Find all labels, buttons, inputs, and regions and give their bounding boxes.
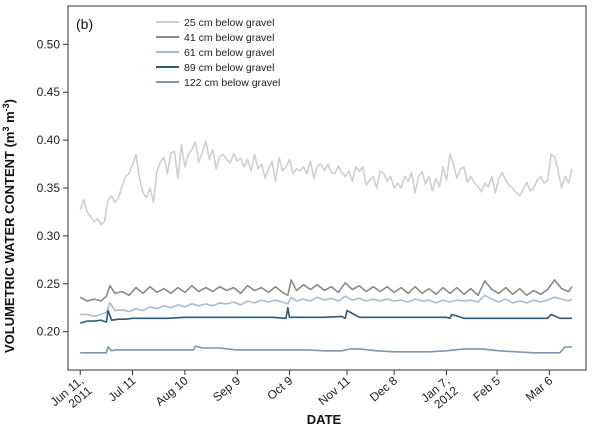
x-tick-label: Jan 7,2012: [418, 374, 461, 412]
x-tick-label-line: Mar 6: [523, 373, 556, 404]
y-tick-label: 0.35: [37, 181, 61, 195]
y-tick-label: 0.40: [37, 133, 61, 147]
plot-frame: [67, 5, 587, 371]
series-line-1: [79, 140, 573, 226]
y-axis-title-main: VOLUMETRIC WATER CONTENT (m: [2, 132, 17, 353]
legend-label: 25 cm below gravel: [184, 17, 274, 29]
panel-label: (b): [76, 16, 93, 32]
x-tick-label-line: Jul 11: [106, 373, 139, 404]
series-line-5: [80, 345, 572, 354]
x-tick-label-line: Nov 11: [316, 373, 354, 408]
series-line-3: [80, 294, 573, 318]
y-axis-title-end: ): [2, 99, 17, 103]
y-axis-title-sup1: 3: [1, 127, 11, 132]
x-tick-label-line: Aug 10: [153, 373, 191, 408]
legend-label: 61 cm below gravel: [184, 47, 274, 59]
y-tick-label: 0.20: [37, 325, 61, 339]
y-tick-label: 0.45: [37, 85, 61, 99]
x-tick-label-line: Feb 5: [470, 373, 503, 404]
x-tick-label: Mar 6: [523, 373, 556, 404]
x-tick-label: Sep 9: [210, 373, 243, 404]
x-tick-label-line: Oct 9: [264, 373, 295, 402]
x-tick-label: Jun 11,2011: [48, 374, 95, 411]
x-tick-label: Dec 8: [367, 373, 400, 404]
x-tick-label: Aug 10: [153, 373, 191, 408]
series-line-2: [79, 279, 573, 302]
legend-label: 122 cm below gravel: [184, 77, 280, 89]
y-axis-title-sup2: -3: [1, 103, 11, 111]
x-tick-label: Nov 11: [316, 373, 354, 408]
x-tick-label-line: Sep 9: [210, 373, 243, 404]
x-tick-label: Jul 11: [106, 373, 139, 404]
legend-label: 89 cm below gravel: [184, 62, 274, 74]
y-tick-label: 0.30: [37, 229, 61, 243]
x-tick-label: Oct 9: [264, 373, 295, 402]
x-tick-label-line: Dec 8: [367, 373, 400, 404]
y-tick-label: 0.50: [37, 37, 61, 51]
legend: 25 cm below gravel 41 cm below gravel 61 c…: [156, 17, 280, 89]
x-axis-title: DATE: [307, 412, 342, 427]
series-lines: [79, 140, 573, 354]
x-tick-label: Feb 5: [470, 373, 503, 404]
y-axis-title: VOLUMETRIC WATER CONTENT (m3 m-3): [1, 99, 17, 353]
y-tick-label: 0.25: [37, 277, 61, 291]
legend-label: 41 cm below gravel: [184, 32, 274, 44]
series-line-4: [79, 306, 572, 324]
y-axis-title-mid: m: [2, 111, 17, 126]
axes: 0.20 0.25 0.30 0.35 0.40 0.45 0.50 Jun 11,2011 J…: [37, 5, 587, 412]
